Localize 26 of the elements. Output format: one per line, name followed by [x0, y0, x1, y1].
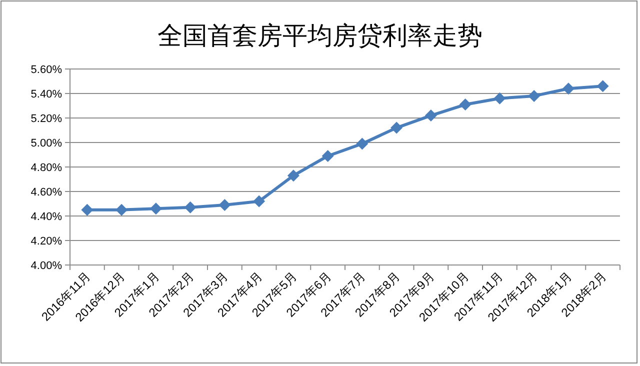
y-tick-label: 5.20%	[30, 113, 62, 125]
point	[322, 150, 334, 162]
point	[562, 82, 574, 95]
point	[81, 204, 94, 216]
point	[596, 80, 609, 92]
y-tick-label: 4.60%	[30, 186, 62, 198]
point	[287, 170, 300, 182]
point	[528, 90, 540, 102]
point	[459, 98, 472, 111]
point	[184, 201, 196, 214]
y-tick-label: 4.20%	[30, 236, 62, 248]
point	[424, 110, 437, 122]
y-tick-label: 5.40%	[30, 88, 62, 100]
point	[116, 204, 128, 216]
y-tick-label: 4.80%	[30, 162, 62, 174]
point	[218, 198, 231, 211]
point	[494, 92, 506, 104]
y-tick-label: 5.60%	[30, 64, 62, 76]
point	[253, 195, 266, 208]
chart-title: 全国首套房平均房贷利率走势	[158, 22, 482, 50]
point	[150, 202, 162, 215]
point	[390, 122, 403, 134]
y-tick-label: 4.40%	[30, 211, 62, 223]
y-tick-label: 4.00%	[30, 260, 62, 272]
point	[356, 138, 368, 150]
y-tick-label: 5.00%	[30, 138, 62, 150]
